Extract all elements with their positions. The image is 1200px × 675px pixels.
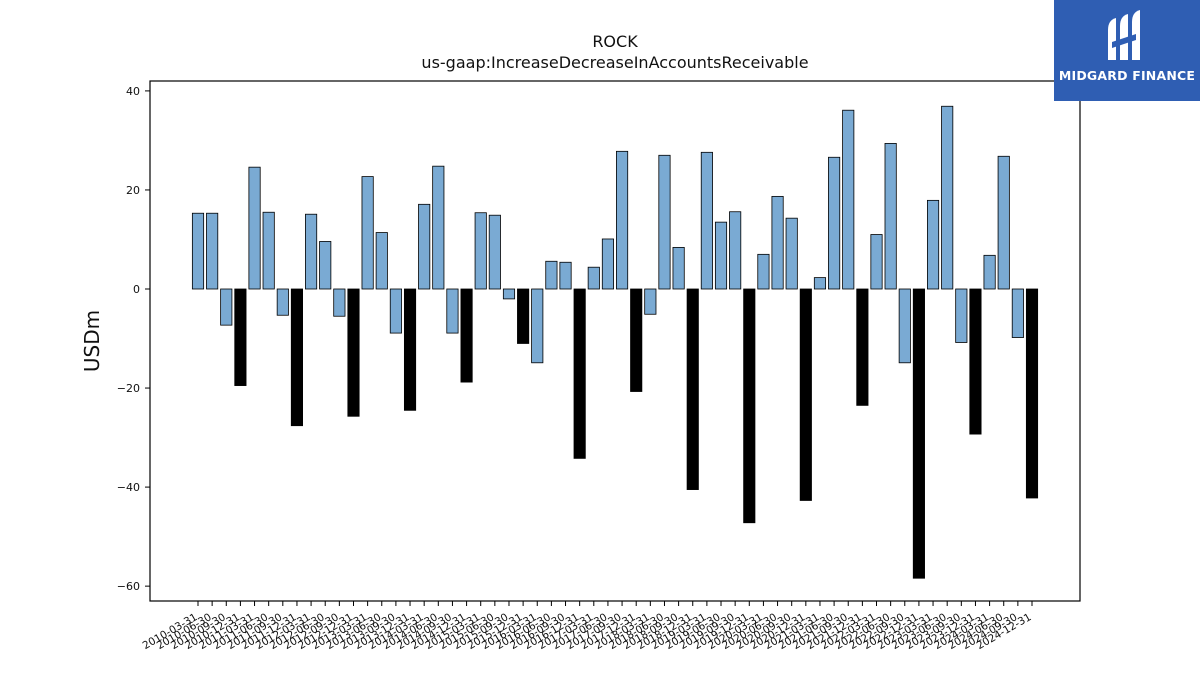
bar-2011-09-30 — [276, 288, 289, 316]
bar-2020-06-30 — [771, 195, 784, 290]
bar-2015-03-31 — [474, 212, 487, 290]
bar-2015-06-30 — [488, 214, 501, 290]
bar-2024-09-30 — [1011, 288, 1024, 338]
bar-2016-06-30 — [545, 260, 558, 290]
bar-2016-09-30 — [559, 261, 572, 290]
bar-2023-09-30 — [955, 288, 968, 343]
bar-2024-06-30 — [997, 155, 1010, 290]
bar-2011-06-30 — [262, 211, 275, 290]
y-tick-label: 0 — [133, 283, 140, 296]
bar-2010-09-30 — [220, 288, 233, 326]
y-tick-label: 20 — [126, 184, 140, 197]
brand-name: MIDGARD FINANCE — [1058, 68, 1196, 83]
bar-2015-09-30 — [502, 288, 516, 300]
bar-2015-12-31 — [517, 288, 530, 344]
y-axis-label: USDm — [80, 310, 104, 372]
x-axis: 2010-03-312010-06-302010-09-302010-12-31… — [141, 601, 1034, 652]
bar-2010-03-31 — [191, 212, 205, 290]
bar-2019-12-31 — [743, 288, 756, 524]
bar-2019-09-30 — [729, 211, 742, 290]
bar-2019-06-30 — [714, 221, 728, 290]
bar-2020-03-31 — [757, 253, 770, 290]
bar-2023-12-31 — [969, 288, 982, 435]
bar-2010-06-30 — [206, 212, 219, 290]
bar-2018-03-31 — [644, 288, 657, 315]
bar-2014-06-30 — [432, 165, 445, 290]
bar-2018-12-31 — [686, 288, 699, 490]
bar-2011-12-31 — [290, 288, 304, 427]
bar-2021-12-31 — [856, 288, 869, 406]
bar-2013-12-31 — [403, 288, 417, 411]
bar-2022-12-31 — [912, 288, 925, 579]
y-axis: −60 −40 −20 0 20 40 — [117, 85, 150, 593]
bar-2018-06-30 — [658, 154, 671, 290]
bar-2017-03-31 — [587, 266, 600, 290]
bar-2012-09-30 — [333, 288, 346, 317]
brand-logo: MIDGARD FINANCE — [1054, 0, 1200, 101]
bar-2017-12-31 — [630, 288, 643, 392]
bar-2022-09-30 — [898, 288, 911, 364]
bar-2016-03-31 — [531, 288, 544, 364]
bar-2020-09-30 — [785, 217, 798, 290]
bar-2021-06-30 — [828, 156, 841, 290]
bar-2012-06-30 — [319, 241, 332, 290]
y-tick-label: −60 — [117, 580, 140, 593]
bar-2012-12-31 — [347, 288, 360, 417]
bar-2014-09-30 — [446, 288, 459, 334]
bar-2017-09-30 — [616, 150, 629, 290]
bar-2013-03-31 — [361, 176, 374, 290]
y-tick-label: −20 — [117, 382, 140, 395]
plot-frame — [149, 80, 1081, 602]
bar-2017-06-30 — [601, 238, 614, 290]
bar-2020-12-31 — [799, 288, 812, 501]
bar-2019-03-31 — [700, 151, 713, 290]
bar-2014-12-31 — [460, 288, 473, 383]
mf-monogram-icon — [1108, 10, 1140, 60]
bar-2016-12-31 — [573, 288, 586, 459]
bar-2022-03-31 — [870, 234, 883, 290]
bar-2011-03-31 — [248, 166, 261, 290]
bar-series — [191, 105, 1039, 579]
bar-2022-06-30 — [884, 142, 897, 290]
bar-2018-09-30 — [672, 246, 685, 290]
chart-subtitle: us-gaap:IncreaseDecreaseInAccountsReceiv… — [421, 53, 809, 72]
bar-2014-03-31 — [418, 203, 431, 290]
bar-2023-03-31 — [927, 199, 940, 290]
y-tick-label: −40 — [117, 481, 140, 494]
bar-2012-03-31 — [305, 213, 318, 290]
bar-2013-09-30 — [389, 288, 402, 334]
bar-2024-12-31 — [1025, 288, 1039, 499]
bar-2013-06-30 — [375, 232, 388, 290]
bar-2023-06-30 — [941, 105, 954, 290]
bar-2024-03-31 — [983, 254, 996, 290]
bar-2021-09-30 — [842, 109, 855, 290]
y-tick-label: 40 — [126, 85, 140, 98]
bar-2021-03-31 — [813, 277, 827, 290]
chart-title: ROCK — [592, 32, 638, 51]
bar-2010-12-31 — [234, 288, 247, 386]
